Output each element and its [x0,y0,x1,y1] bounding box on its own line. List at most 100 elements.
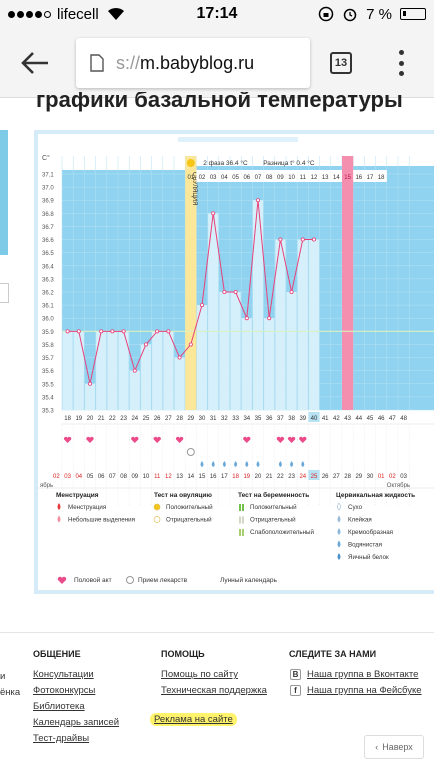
tabs-button[interactable]: 13 [330,52,352,74]
menu-dots-icon[interactable] [396,50,406,76]
y-tick-label: 36.9 [42,199,54,205]
day-number: 32 [221,416,228,422]
date-label: 13 [176,474,183,480]
address-bar[interactable]: s://m.babyblog.ru [76,38,310,88]
legend-item-cervical-fluid: Кремообразная [348,529,393,536]
carrier-name: lifecell [57,5,99,23]
y-tick-label: 35.5 [42,382,54,388]
cycle-day-cell [207,170,219,182]
y-tick-label: 36.1 [42,304,54,310]
cycle-day-cell [274,170,286,182]
legend-item-cervical-fluid: Водянистая [348,542,382,549]
cycle-day-label: 04 [221,175,228,181]
cycle-day-label: 02 [199,175,206,181]
temp-bar [196,305,208,410]
phase-text: 2 фаза 36.4 °C [203,159,248,167]
chart-scrollbar [178,137,298,142]
heart-icon [153,436,161,443]
drop-icon [256,461,260,467]
date-label: 19 [243,474,250,480]
y-tick-label: 35.6 [42,369,54,375]
cycle-day-label: 01 [187,175,194,181]
footer-link-test-drives[interactable]: Тест-драйвы [33,733,90,744]
ovulation-column [185,156,197,410]
date-label: 03 [400,474,407,480]
temp-bar [62,331,73,410]
legend-icon [337,540,341,548]
y-tick-label: 37.0 [42,186,54,192]
legend-item-cervical-fluid: Яичный белок [348,554,389,561]
day-number: 43 [344,416,351,422]
legend-icon [239,516,241,524]
footer-link-vk[interactable]: Наша группа в Вконтакте [307,669,419,680]
footer-link-library[interactable]: Библиотека [33,701,85,712]
browser-toolbar: s://m.babyblog.ru 13 [0,28,434,98]
temp-bar [84,383,96,410]
legend-item-pregnancy-test: Положительный [250,504,297,511]
y-tick-label: 35.4 [42,395,54,401]
footer-link-tech-support[interactable]: Техническая поддержка [161,685,267,696]
day-number: 46 [378,416,385,422]
temp-bar [297,239,308,410]
temperature-point [88,381,93,386]
temperature-point [199,303,204,308]
vk-icon: B [290,669,301,680]
temperature-point [233,289,238,294]
rotation-lock-icon [318,6,334,22]
day-number: 31 [210,416,217,422]
legend-icon [242,516,244,524]
footer-link-site-help[interactable]: Помощь по сайту [161,669,238,680]
footer-title-community: ОБЩЕНИЕ [33,649,81,659]
url-text: s://m.babyblog.ru [116,52,255,73]
temp-bar [230,292,241,410]
y-tick-label: 35.8 [42,343,54,349]
day-number: 24 [131,416,138,422]
cycle-day-cell [308,170,320,182]
temp-bar [152,331,163,410]
footer-link-facebook[interactable]: Наша группа на Фейсбуке [307,685,422,696]
legend-item-cervical-fluid: Клейкая [348,517,372,524]
date-label: 15 [199,474,206,480]
date-label: 05 [87,474,94,480]
temp-bar [252,200,264,410]
drop-icon [211,461,215,467]
legend-item-pregnancy-test: Отрицательный [250,517,296,524]
drop-icon [290,461,294,467]
date-label: 04 [75,474,82,480]
footer-link-calendar[interactable]: Календарь записей [33,717,120,728]
day-number: 22 [109,416,116,422]
temperature-point [255,198,260,203]
footer-link-photo-contests[interactable]: Фотоконкурсы [33,685,96,696]
footer-link-consultations[interactable]: Консультации [33,669,94,680]
temp-bar [286,292,297,410]
cycle-day-label: 16 [355,175,362,181]
date-label: 12 [165,474,172,480]
temp-bar [308,239,320,410]
date-label: 30 [367,474,374,480]
temp-bar [107,331,118,410]
cycle-day-label: 13 [322,175,329,181]
day-number: 28 [176,416,183,422]
y-tick-label: 36.6 [42,238,54,244]
temperature-point [65,329,70,334]
cycle-day-label: 12 [311,175,318,181]
drop-icon [222,461,226,467]
cycle-day-cell [241,170,253,182]
date-label: 29 [355,474,362,480]
edge-text-1: и [0,671,6,682]
today-cell [308,470,320,480]
temp-bar [219,292,230,410]
temp-bar [140,344,152,410]
back-to-top-button[interactable]: ‹ Наверх [364,735,424,759]
back-arrow-icon[interactable] [20,50,50,76]
date-label: 17 [221,474,228,480]
pill-icon [186,448,195,456]
cycle-day-label: 18 [378,175,385,181]
day-number: 19 [75,416,82,422]
footer-link-advertising[interactable]: Реклама на сайте [150,713,237,726]
date-label: 28 [344,474,351,480]
date-label: 09 [131,474,138,480]
temperature-point [267,316,272,321]
date-label: 03 [64,474,71,480]
day-number: 47 [389,416,396,422]
